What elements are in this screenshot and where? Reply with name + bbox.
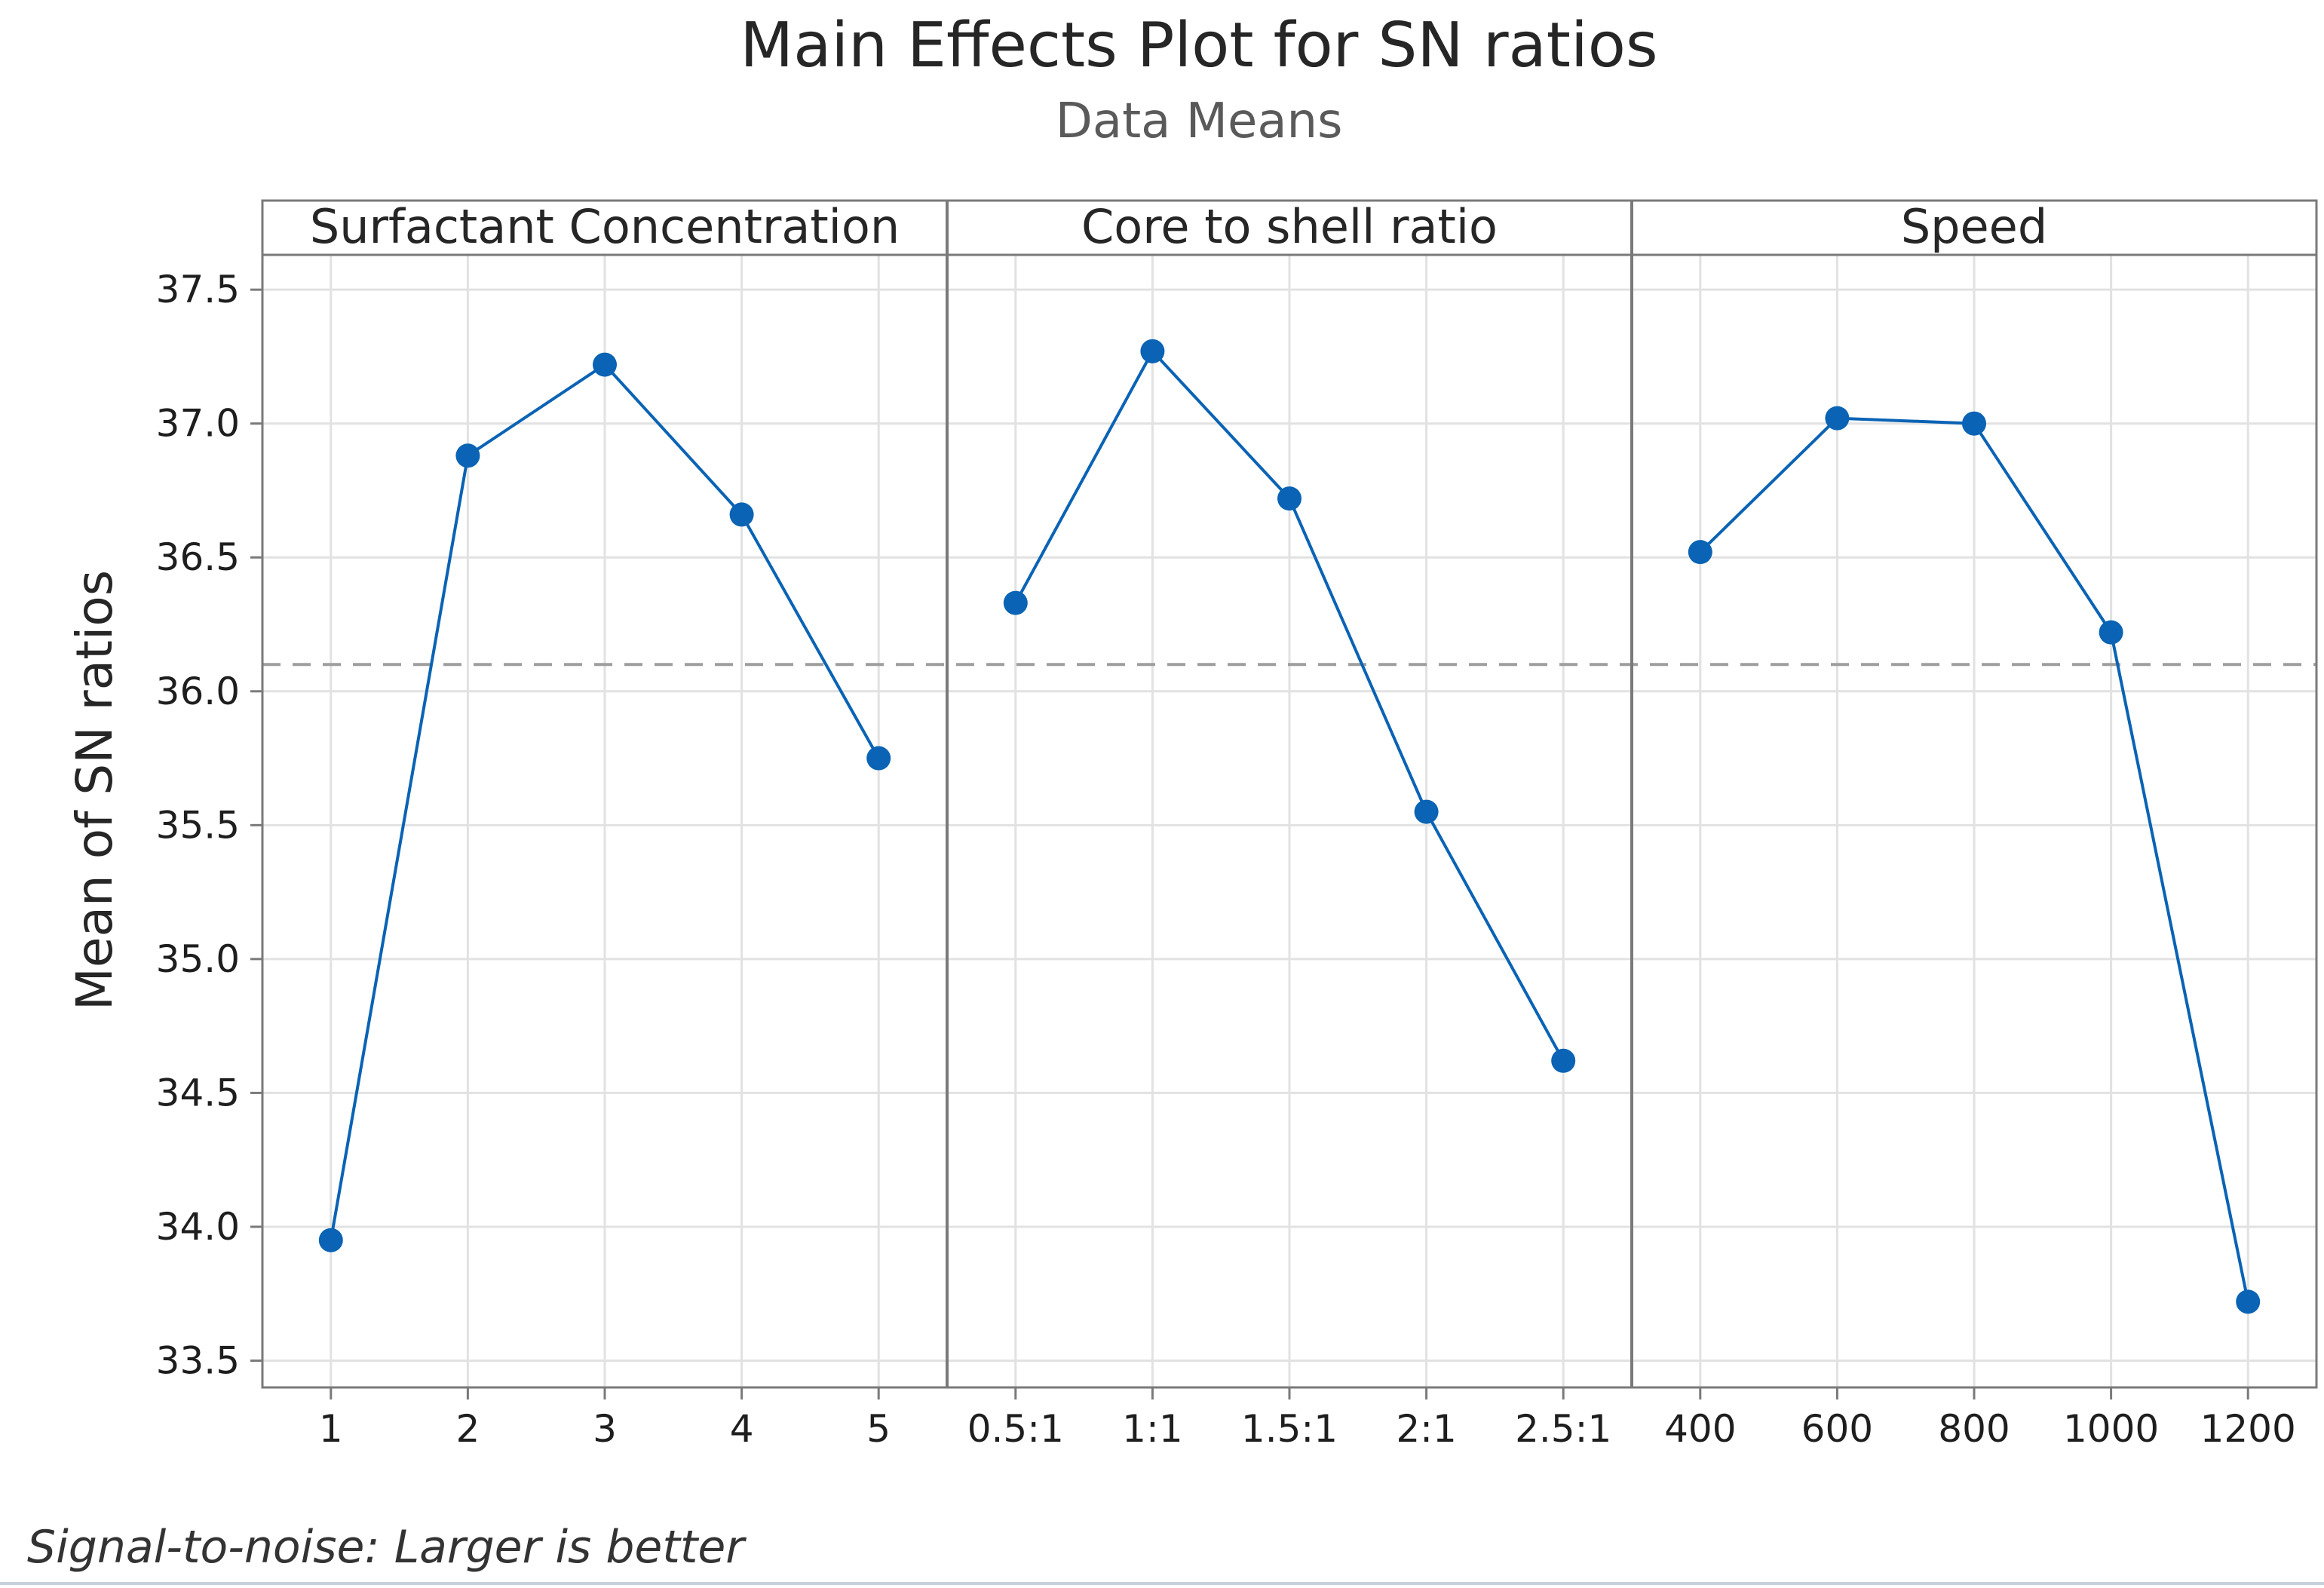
panel-label-3: Speed xyxy=(1901,199,2047,254)
y-tick-label: 36.0 xyxy=(156,670,240,713)
data-point xyxy=(729,502,754,527)
data-point xyxy=(1140,339,1165,363)
panel-label-1: Surfactant Concentration xyxy=(310,199,900,254)
data-point xyxy=(2099,620,2123,645)
data-point xyxy=(2236,1289,2261,1314)
y-tick-label: 36.5 xyxy=(156,535,240,579)
data-point xyxy=(318,1228,343,1252)
plot-area: 1 2 3 4 5 Surfactant Concentration 0.5:1 1:1 1.5… xyxy=(0,199,2324,1585)
x-tick-label: 0.5:1 xyxy=(967,1407,1064,1451)
panel-header-box-3 xyxy=(1630,199,2318,256)
x-tick-label: 1 xyxy=(319,1407,343,1451)
x-tick-label: 2.5:1 xyxy=(1515,1407,1611,1451)
x-tick-label: 2:1 xyxy=(1396,1407,1456,1451)
x-tick-label: 4 xyxy=(730,1407,754,1451)
data-point xyxy=(455,443,480,468)
plot-frame xyxy=(261,253,2318,1389)
x-tick-label: 1200 xyxy=(2200,1407,2296,1451)
panel-header-box-2 xyxy=(946,199,1633,256)
x-tick-label: 3 xyxy=(593,1407,617,1451)
data-point xyxy=(1414,799,1439,824)
y-tick-label: 34.0 xyxy=(156,1205,240,1249)
data-point xyxy=(1962,411,1986,436)
x-tick-label: 5 xyxy=(866,1407,891,1451)
y-tick-label: 34.5 xyxy=(156,1071,240,1114)
y-tick-label: 37.5 xyxy=(156,268,240,311)
chart-subtitle: Data Means xyxy=(1056,94,1343,149)
y-axis-label: Mean of SN ratios xyxy=(66,570,124,1010)
x-tick-label: 800 xyxy=(1938,1407,2010,1451)
data-point xyxy=(1825,406,1850,431)
panel-label-2: Core to shell ratio xyxy=(1081,199,1498,254)
x-tick-label: 1000 xyxy=(2063,1407,2159,1451)
x-tick-label: 1.5:1 xyxy=(1241,1407,1338,1451)
chart-title: Main Effects Plot for SN ratios xyxy=(740,10,1657,81)
footnote: Signal-to-noise: Larger is better xyxy=(27,1521,747,1574)
x-tick-label: 600 xyxy=(1801,1407,1873,1451)
data-point xyxy=(1003,590,1028,615)
y-tick-label: 37.0 xyxy=(156,402,240,446)
data-point xyxy=(1277,486,1302,511)
data-point xyxy=(1688,540,1712,565)
y-tick-label: 35.0 xyxy=(156,937,240,981)
y-tick-label: 35.5 xyxy=(156,803,240,847)
data-point xyxy=(1551,1048,1576,1073)
data-point xyxy=(866,746,891,771)
data-point xyxy=(593,352,617,377)
x-tick-label: 1:1 xyxy=(1122,1407,1182,1451)
x-tick-label: 400 xyxy=(1664,1407,1736,1451)
y-tick-label: 33.5 xyxy=(156,1338,240,1382)
x-tick-label: 2 xyxy=(455,1407,480,1451)
